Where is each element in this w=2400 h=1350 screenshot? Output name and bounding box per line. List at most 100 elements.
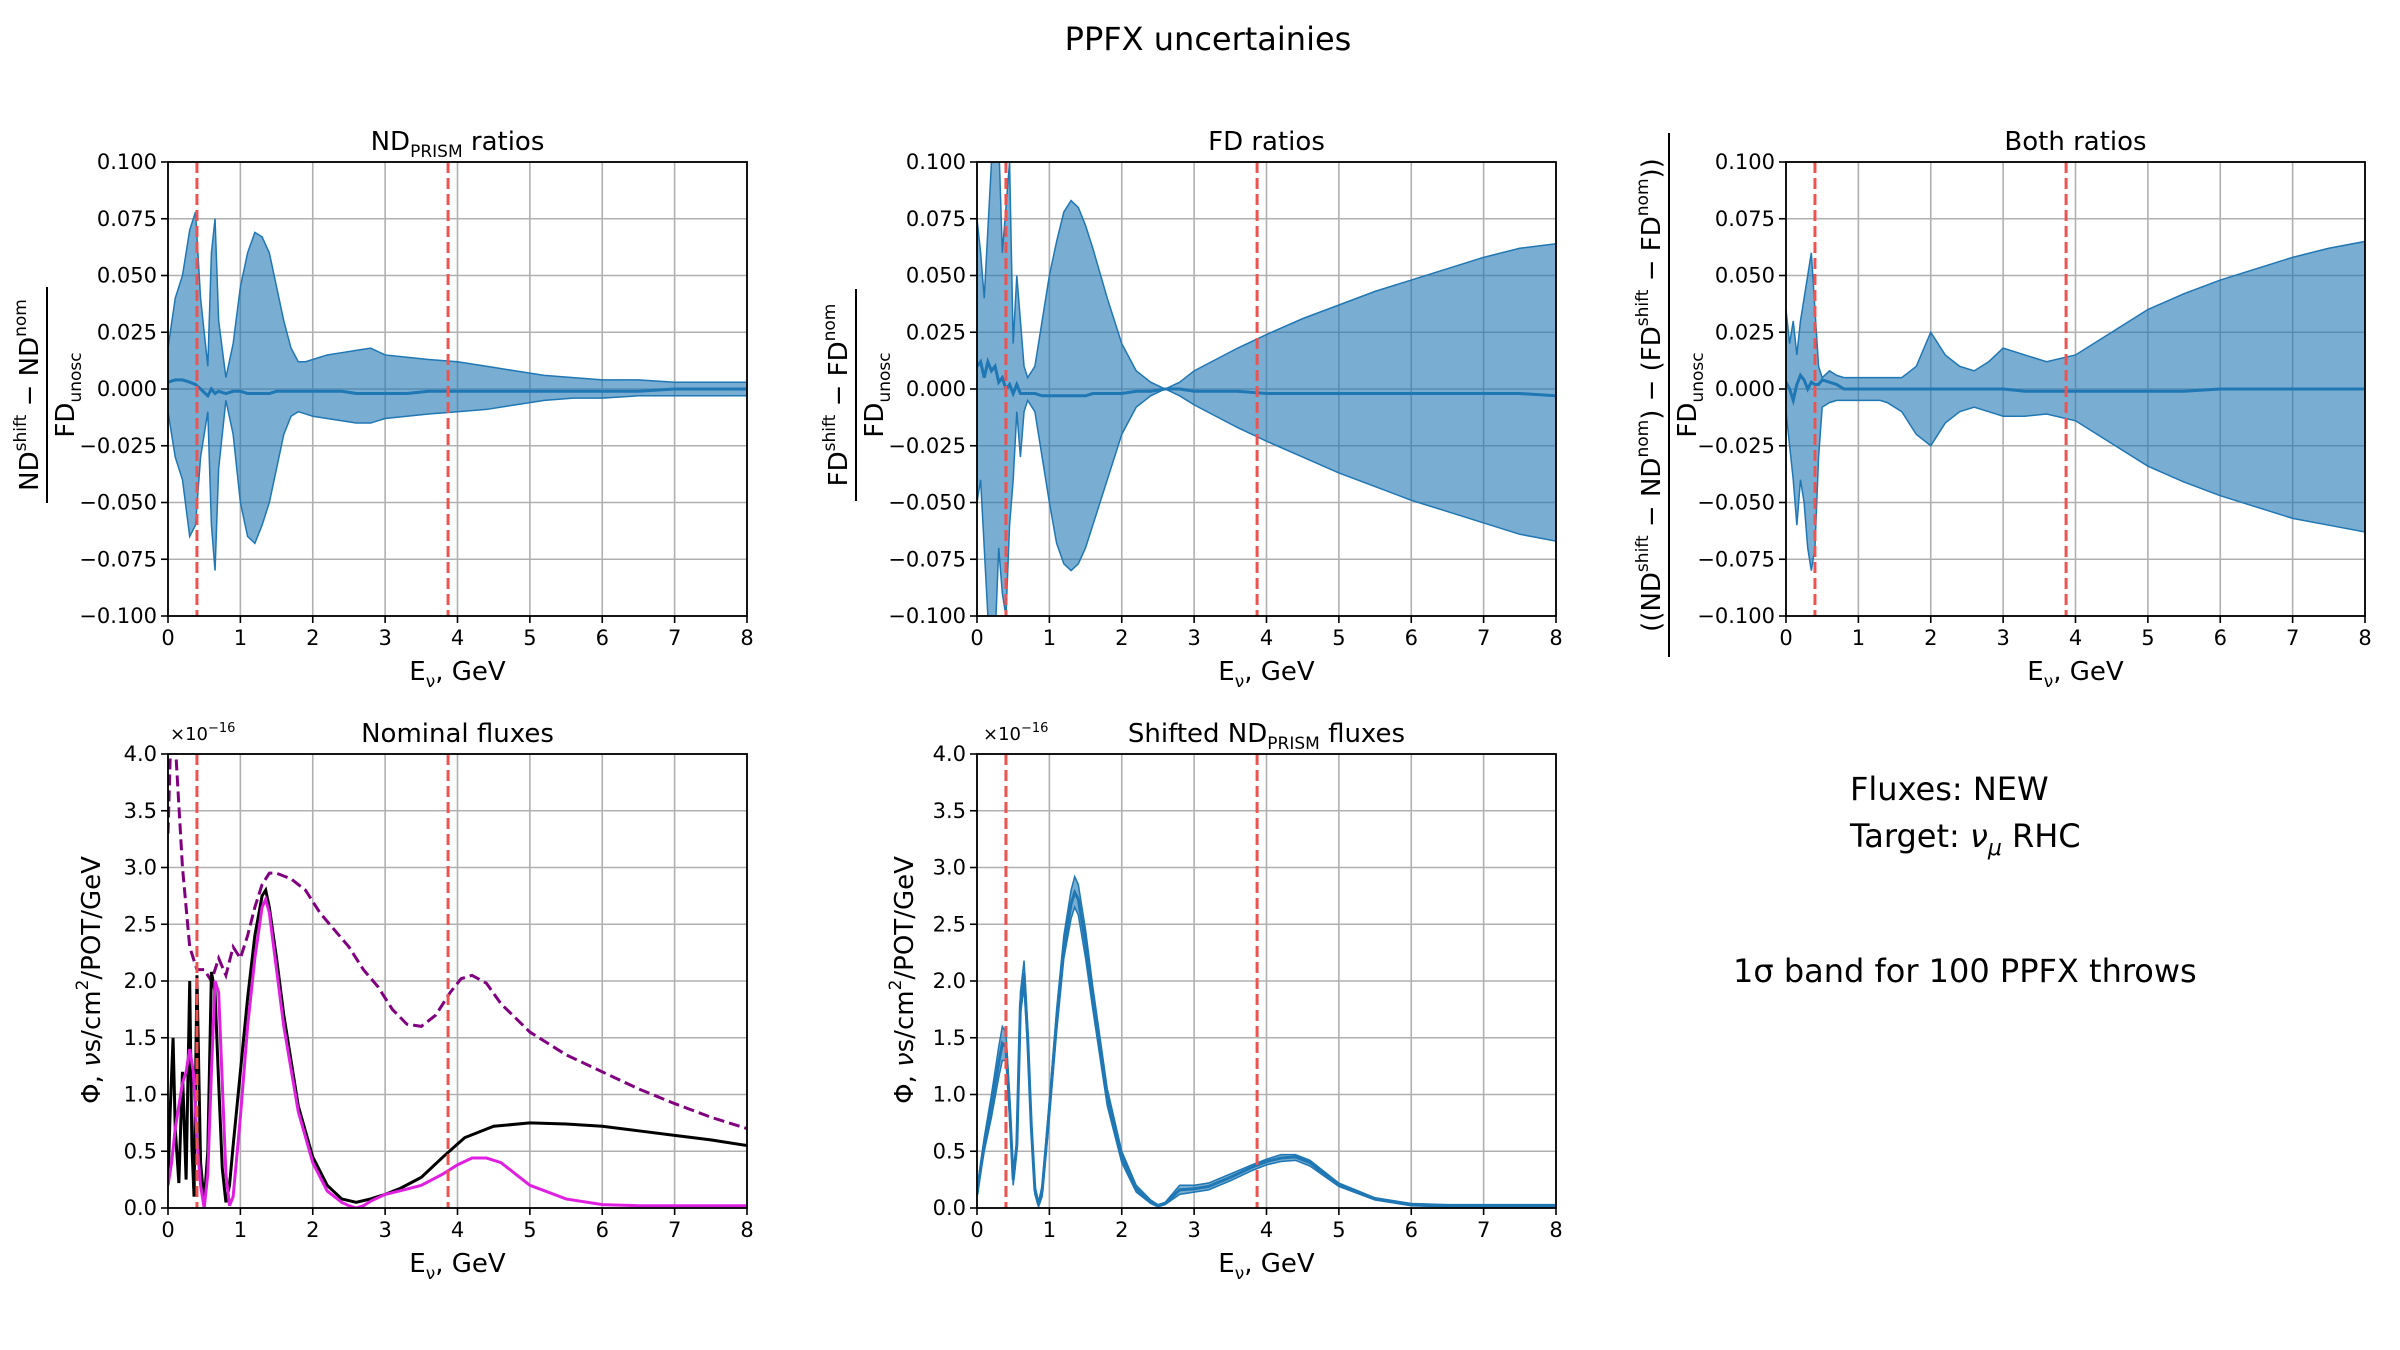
y-tick-label: 0.0 bbox=[933, 1196, 966, 1220]
y-tick-label: 0.075 bbox=[906, 207, 966, 231]
y-tick-label: −0.075 bbox=[79, 547, 157, 571]
y-tick-label: 0.100 bbox=[906, 150, 966, 174]
x-tick-label: 1 bbox=[1043, 626, 1056, 650]
nominal-flux-ylabel: Φ, νs/cm2/POT/GeV bbox=[73, 856, 107, 1104]
plot-area bbox=[1786, 162, 2365, 616]
flux-ylabel-mid: s/cm bbox=[890, 990, 920, 1052]
central-line bbox=[977, 888, 1556, 1208]
x-tick-label: 4 bbox=[1260, 626, 1273, 650]
x-tick-label: 8 bbox=[740, 1218, 753, 1242]
y-tick-label: 3.0 bbox=[933, 856, 966, 880]
nominal-offset-text: ×10−16 bbox=[170, 721, 235, 745]
y-tick-label: 0.000 bbox=[1715, 377, 1775, 401]
flux-series-line bbox=[168, 754, 747, 1130]
flux-ylabel-mid: s/cm bbox=[77, 990, 107, 1052]
uncertainty-band bbox=[977, 162, 1556, 616]
y-tick-label: 4.0 bbox=[124, 742, 157, 766]
x-tick-label: 8 bbox=[1549, 1218, 1562, 1242]
y-tick-label: 3.5 bbox=[124, 799, 157, 823]
x-tick-label: 1 bbox=[234, 626, 247, 650]
x-tick-label: 0 bbox=[970, 626, 983, 650]
svg-text:FDshift − FDnom: FDshift − FDnom bbox=[820, 304, 854, 487]
svg-text:FDunosc: FDunosc bbox=[860, 352, 895, 437]
nd-num-a: ND bbox=[15, 451, 45, 490]
y-tick-label: 1.5 bbox=[933, 1026, 966, 1050]
y-tick-label: 0.075 bbox=[97, 207, 157, 231]
target-suffix: RHC bbox=[2002, 817, 2081, 855]
offset-exp: −16 bbox=[208, 721, 235, 736]
x-axis-label-suffix: , GeV bbox=[1244, 657, 1315, 687]
y-tick-label: 0.025 bbox=[1715, 320, 1775, 344]
x-axis-label-main: E bbox=[409, 1249, 425, 1279]
y-tick-label: 0.075 bbox=[1715, 207, 1775, 231]
fd-num-b: FD bbox=[824, 341, 854, 376]
y-tick-label: 0.050 bbox=[1715, 264, 1775, 288]
x-axis-label: Eν, GeV bbox=[1218, 657, 1315, 692]
svg-text:FDunosc: FDunosc bbox=[1673, 352, 1708, 437]
target-nu: ν bbox=[1970, 817, 1988, 855]
x-tick-label: 4 bbox=[451, 626, 464, 650]
x-axis-label: Eν, GeV bbox=[2027, 657, 2124, 692]
x-axis-label-sub: ν bbox=[1235, 672, 1245, 692]
offset-base: ×10 bbox=[983, 724, 1021, 745]
y-tick-label: 2.0 bbox=[933, 969, 966, 993]
x-axis-label-main: E bbox=[2027, 657, 2043, 687]
both-sup-2: nom bbox=[1633, 420, 1653, 458]
x-axis-label-main: E bbox=[1218, 657, 1234, 687]
fd-num-a: FD bbox=[824, 451, 854, 486]
fd-ratio-ylabel: FDshift − FDnom FDunosc bbox=[820, 289, 895, 501]
x-axis-label-sub: ν bbox=[2044, 672, 2054, 692]
panel-title-main: FD ratios bbox=[1208, 127, 1325, 157]
fd-num-a-sup: shift bbox=[820, 414, 840, 451]
band-sigma: 1σ bbox=[1733, 952, 1774, 990]
shifted-offset-text: ×10−16 bbox=[983, 721, 1048, 745]
panel-title: Shifted NDPRISM fluxes bbox=[1128, 719, 1405, 754]
plot-area bbox=[168, 754, 747, 1208]
band-note: 1σ band for 100 PPFX throws bbox=[1733, 952, 2197, 990]
y-tick-label: −0.100 bbox=[1697, 604, 1775, 628]
shifted-flux-panel: 0 1 2 3 4 5 6 7 8 0.0 0.5 1.0 1.5 2.0 2.5 3.0 3.5 4.0 Eν, … bbox=[933, 719, 1563, 1284]
suptitle: PPFX uncertainies bbox=[1065, 20, 1352, 58]
x-tick-label: 6 bbox=[2214, 626, 2227, 650]
plot-area bbox=[977, 754, 1556, 1208]
panel-title-sub: PRISM bbox=[410, 142, 463, 162]
y-tick-label: 0.050 bbox=[906, 264, 966, 288]
panel-title: Both ratios bbox=[2004, 127, 2146, 157]
x-axis-label-suffix: , GeV bbox=[2053, 657, 2124, 687]
x-tick-label: 1 bbox=[1852, 626, 1865, 650]
fd-num-b-sup: nom bbox=[820, 304, 840, 342]
uncertainty-band bbox=[1786, 240, 2365, 571]
central-line bbox=[977, 356, 1556, 398]
target-note: Target: νμ RHC bbox=[1849, 817, 2081, 861]
y-tick-label: −0.025 bbox=[888, 434, 966, 458]
x-tick-label: 6 bbox=[596, 626, 609, 650]
both-num: ((ND bbox=[1637, 572, 1667, 632]
x-tick-label: 7 bbox=[668, 626, 681, 650]
y-tick-label: 1.5 bbox=[124, 1026, 157, 1050]
y-tick-label: 2.5 bbox=[124, 912, 157, 936]
x-tick-label: 6 bbox=[596, 1218, 609, 1242]
x-tick-label: 7 bbox=[1477, 626, 1490, 650]
x-axis-label-main: E bbox=[409, 657, 425, 687]
y-tick-label: −0.100 bbox=[79, 604, 157, 628]
y-tick-label: 0.025 bbox=[97, 320, 157, 344]
fd-minus: − bbox=[824, 376, 854, 414]
y-tick-label: 3.5 bbox=[933, 799, 966, 823]
both-mid-3: − FD bbox=[1637, 216, 1667, 289]
x-tick-label: 0 bbox=[161, 1218, 174, 1242]
flux-ylabel-sq: 2 bbox=[73, 980, 93, 991]
flux-ylabel-post: /POT/GeV bbox=[890, 856, 920, 980]
svg-text:Φ, νs/cm2/POT/GeV: Φ, νs/cm2/POT/GeV bbox=[73, 856, 107, 1104]
y-tick-label: −0.050 bbox=[1697, 491, 1775, 515]
x-tick-label: 1 bbox=[234, 1218, 247, 1242]
x-tick-label: 3 bbox=[378, 626, 391, 650]
central-line bbox=[1786, 372, 2365, 407]
x-tick-label: 7 bbox=[668, 1218, 681, 1242]
x-tick-label: 3 bbox=[1996, 626, 2009, 650]
x-tick-label: 2 bbox=[1115, 626, 1128, 650]
both-den: FD bbox=[1673, 403, 1703, 438]
y-tick-label: 0.5 bbox=[124, 1139, 157, 1163]
y-tick-label: 2.0 bbox=[124, 969, 157, 993]
x-tick-label: 5 bbox=[2141, 626, 2154, 650]
x-tick-label: 4 bbox=[451, 1218, 464, 1242]
